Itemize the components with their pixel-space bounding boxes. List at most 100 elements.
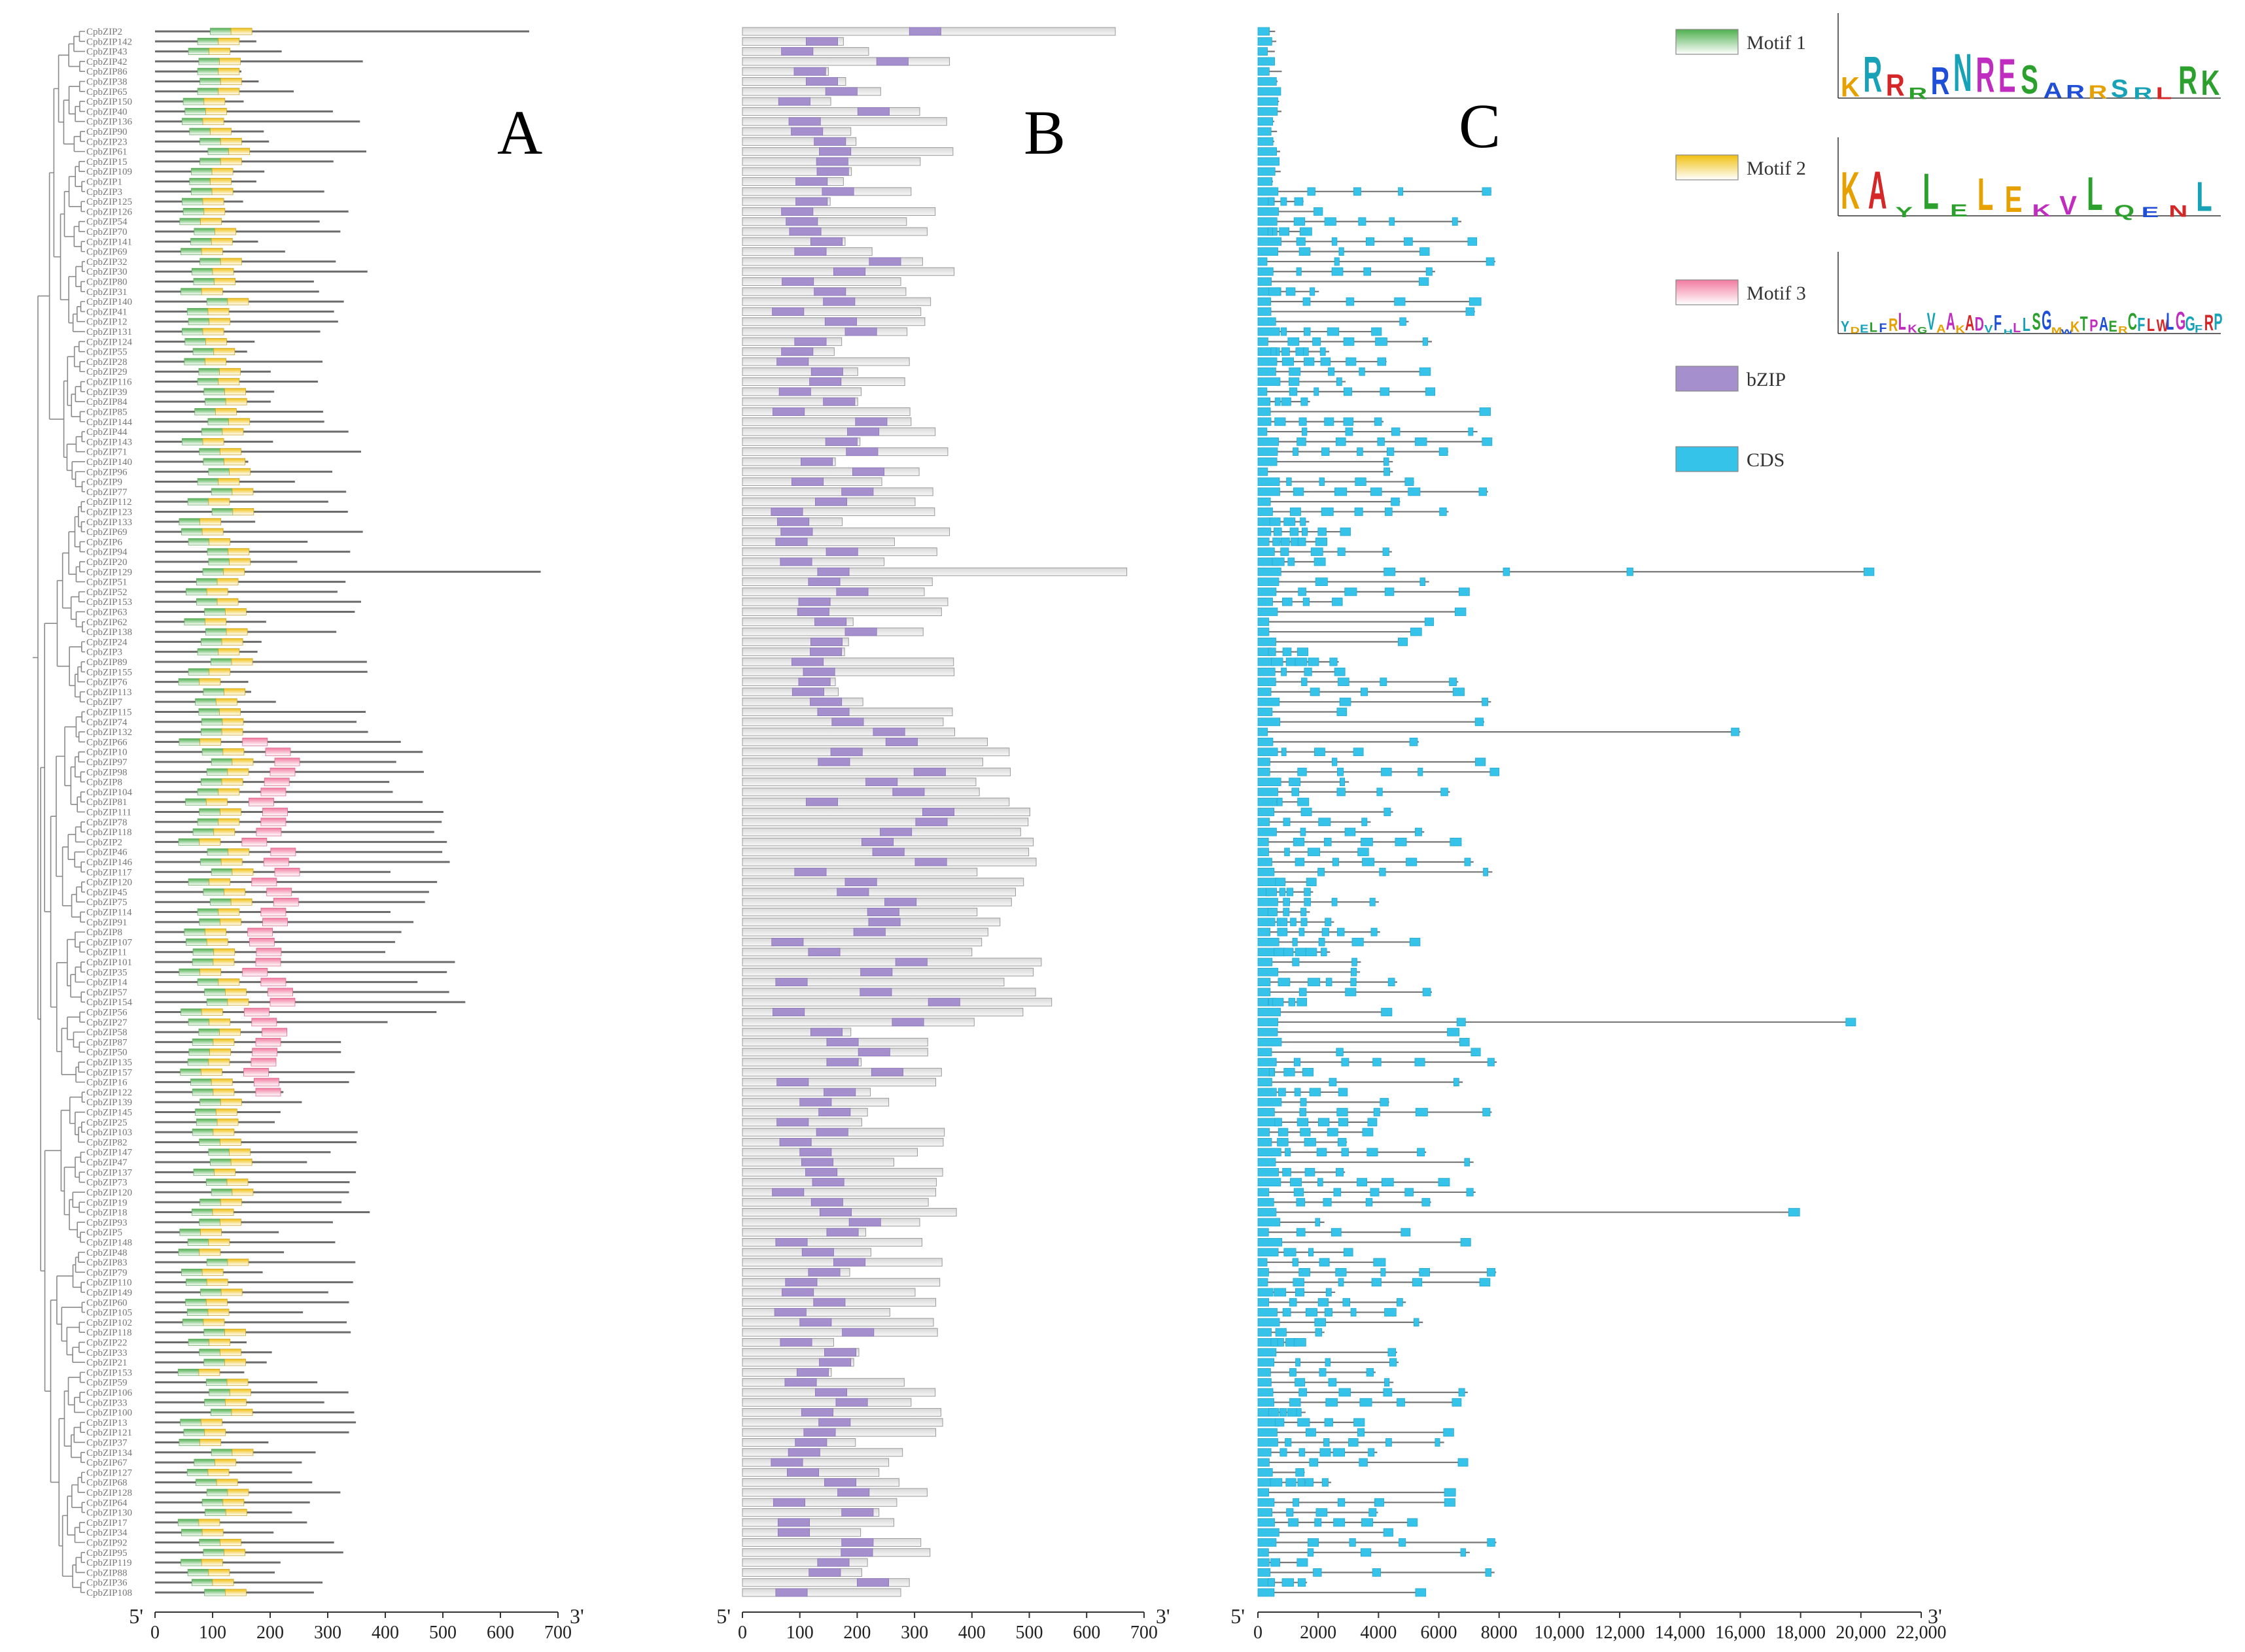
cds-exon (1399, 317, 1406, 326)
bzip-domain (837, 887, 869, 897)
bzip-domain (772, 1188, 805, 1197)
cds-exon (1474, 717, 1484, 727)
bzip-domain (873, 727, 905, 736)
tree-branch (50, 1299, 60, 1483)
gene-label: CpbZIP119 (86, 1558, 131, 1568)
gene-label: CpbZIP62 (86, 617, 128, 628)
motif2-box (207, 308, 230, 315)
gene-label: CpbZIP43 (86, 47, 128, 58)
cds-exon (1268, 197, 1274, 206)
tree-branch (80, 241, 85, 252)
cds-exon (1323, 1197, 1332, 1207)
motif1-box (206, 1489, 228, 1496)
cds-exon (1257, 367, 1276, 376)
motif2-box (215, 408, 237, 415)
motif1-box (197, 818, 219, 826)
cds-exon (1307, 1548, 1314, 1557)
cds-exon (1324, 1308, 1332, 1316)
bzip-domain (799, 1148, 832, 1157)
cds-exon (1304, 1167, 1315, 1177)
protein-bar (742, 1568, 862, 1577)
gene-label: CpbZIP67 (86, 1458, 128, 1468)
cds-exon (1357, 447, 1363, 456)
cds-exon (1377, 437, 1385, 446)
gene-label: CpbZIP111 (86, 808, 131, 818)
gene-label: CpbZIP143 (86, 437, 132, 447)
cds-exon (1257, 1108, 1275, 1116)
motif1-box (189, 128, 211, 135)
motif2-box (202, 438, 224, 445)
cds-exon (1340, 527, 1351, 536)
gene-label: CpbZIP13 (86, 1418, 128, 1428)
gene-label: CpbZIP59 (86, 1378, 128, 1388)
motif2-box (198, 1519, 220, 1526)
tree-branch (78, 591, 85, 602)
cds-exon (1366, 1148, 1378, 1157)
cds-exon (1309, 1458, 1319, 1467)
tick-label-b: 300 (901, 1623, 928, 1643)
motif2-box (205, 337, 227, 345)
cds-exon (1371, 1278, 1382, 1287)
cds-exon (1297, 537, 1306, 546)
cds-exon (1268, 287, 1281, 296)
protein-bar (742, 1188, 937, 1197)
cds-exon (1306, 878, 1317, 887)
tree-branch (79, 101, 85, 112)
motif1-box (183, 1428, 205, 1436)
bzip-domain (830, 748, 863, 757)
gene-label: CpbZIP69 (86, 247, 128, 258)
cds-exon (1278, 1127, 1289, 1137)
bzip-domain (824, 1478, 857, 1487)
motif1-box (188, 538, 210, 545)
cds-exon (1257, 587, 1277, 596)
cds-exon (1321, 927, 1329, 937)
motif1-box (181, 118, 203, 126)
cds-exon (1317, 527, 1327, 536)
motif1-box (210, 658, 232, 666)
motif2-box (209, 1339, 231, 1346)
tree-branch (80, 521, 85, 532)
logo-letter: L (2023, 315, 2030, 335)
gene-name-labels: CpbZIP2CpbZIP142CpbZIP43CpbZIP42CpbZIP86… (86, 27, 133, 1598)
tick-label-c: 22,000 (1896, 1623, 1947, 1643)
logo-letter: D (1851, 326, 1860, 336)
protein-bar (742, 1488, 928, 1497)
cds-exon (1282, 647, 1292, 657)
motif1-box (181, 288, 203, 296)
cds-exon (1418, 767, 1423, 776)
cds-exon (1487, 1058, 1495, 1067)
motif2-box (221, 728, 243, 736)
gene-label: CpbZIP96 (86, 467, 128, 477)
tick-label-c: 14,000 (1655, 1623, 1705, 1643)
tree-branch (63, 191, 75, 237)
cds-exon (1257, 617, 1270, 627)
motif2-box (213, 1088, 235, 1096)
protein-bar (742, 357, 910, 366)
motif2-box (220, 1218, 241, 1226)
cds-exon (1482, 697, 1488, 706)
protein-bar (742, 957, 1042, 967)
bzip-domain (810, 237, 843, 246)
motif2-box (206, 938, 228, 946)
cds-exon (1319, 1448, 1331, 1457)
motif1-box (205, 398, 226, 405)
cds-exon (1299, 227, 1312, 236)
bzip-domain (777, 1518, 810, 1527)
motif2-box (215, 228, 236, 235)
gene-label: CpbZIP110 (86, 1278, 131, 1288)
bzip-domain (869, 257, 901, 266)
motif1-box (203, 1358, 226, 1366)
cds-exon (1414, 437, 1427, 446)
protein-bar (742, 817, 1029, 827)
cds-exon (1458, 587, 1470, 596)
bzip-domain (780, 527, 813, 536)
motif2-box (209, 1048, 232, 1056)
motif1-box (192, 1088, 214, 1096)
cds-exon (1359, 1458, 1368, 1467)
motif1-box (204, 988, 226, 996)
motif2-box (208, 1239, 230, 1246)
bzip-domain (816, 1127, 848, 1137)
motif3-box (264, 778, 290, 786)
tick-label-b: 0 (738, 1623, 747, 1643)
cds-exon (1444, 1498, 1455, 1507)
